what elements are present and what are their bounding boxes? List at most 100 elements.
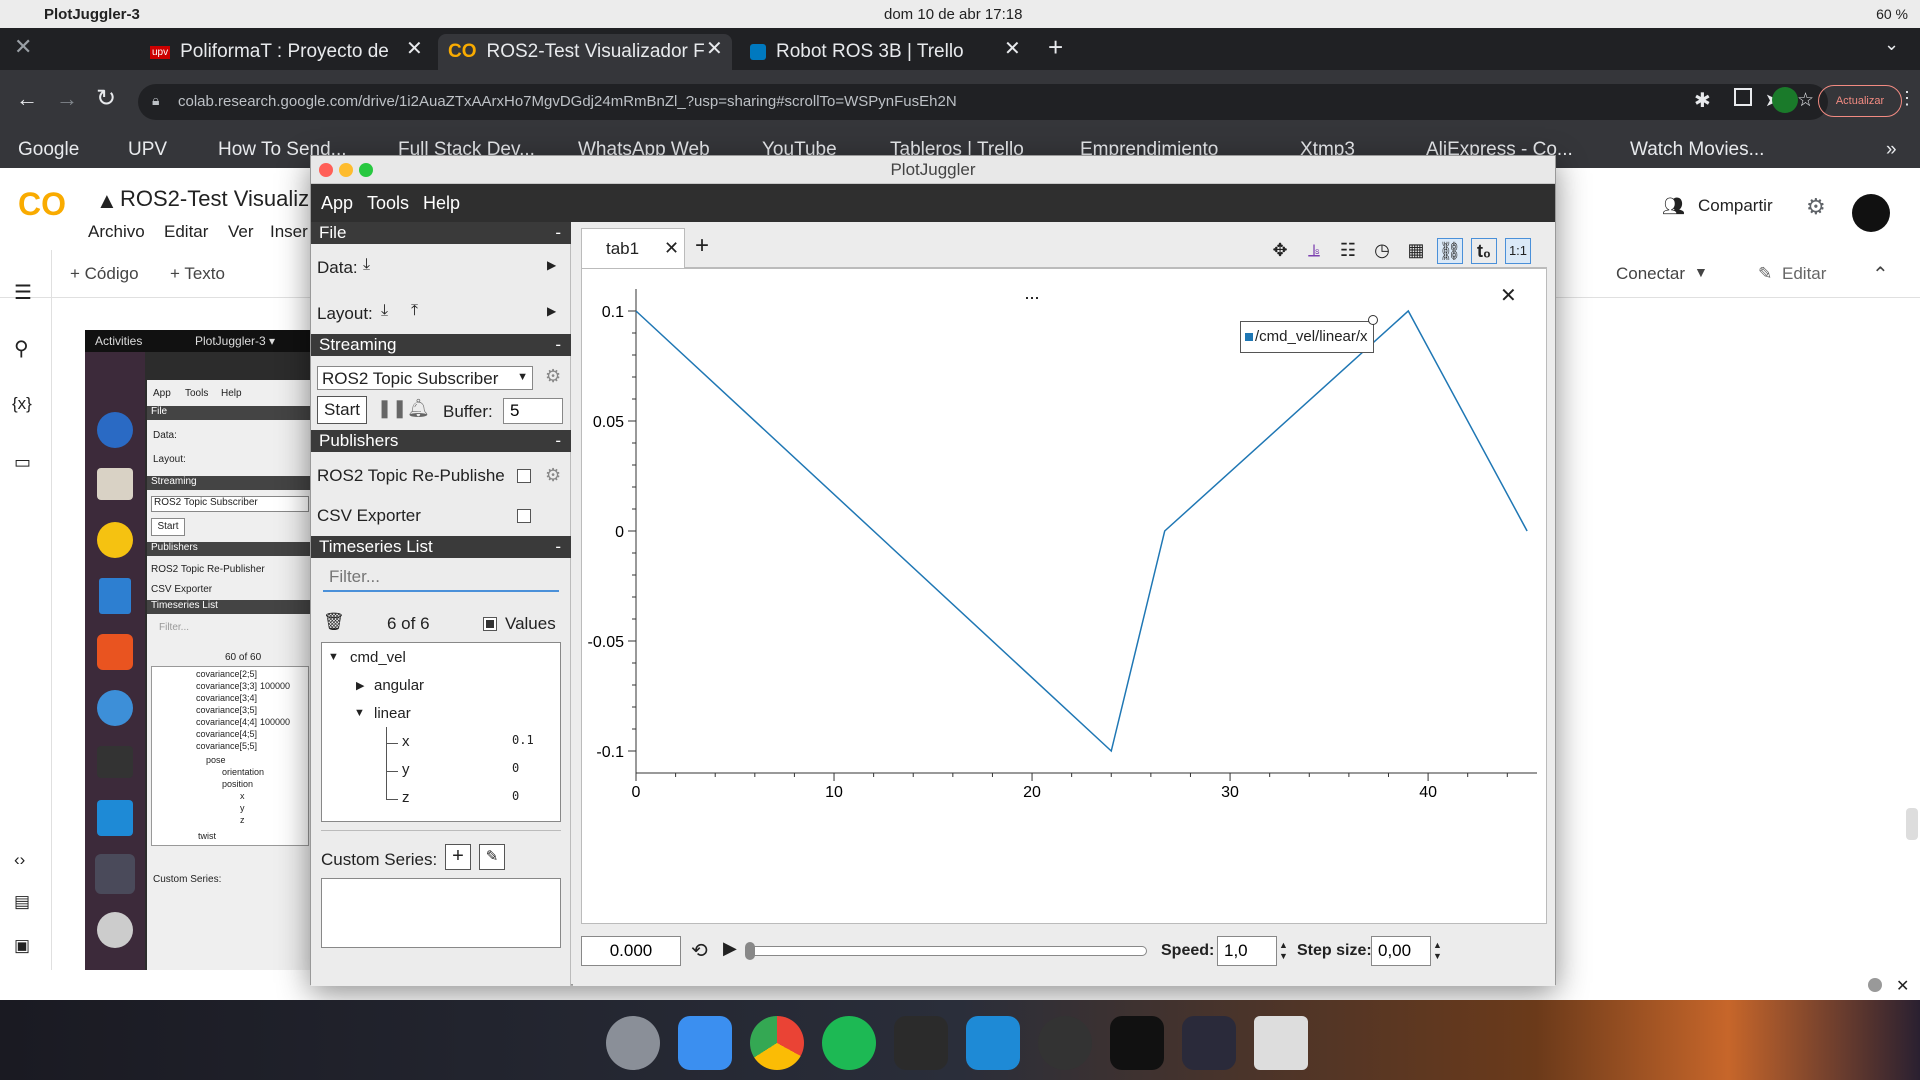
chevron-down-icon[interactable]: ▼ [354, 707, 365, 719]
address-bar[interactable]: 🔒︎ colab.research.google.com/drive/1i2Au… [138, 84, 1828, 120]
list-icon[interactable]: ☷ [1339, 240, 1357, 260]
command-palette-icon[interactable]: ▤ [14, 892, 31, 911]
add-code-button[interactable]: + Código [70, 264, 139, 283]
republisher-checkbox[interactable] [517, 469, 531, 483]
data-menu-arrow-icon[interactable]: ▶ [547, 258, 557, 272]
terminal-icon[interactable]: ▣ [14, 936, 31, 955]
close-window-icon[interactable]: ✕ [14, 34, 33, 59]
forward-icon[interactable]: → [56, 86, 78, 111]
tab-poliformat[interactable]: upv PoliformaT : Proyecto de [140, 34, 430, 70]
csv-exporter-checkbox[interactable] [517, 509, 531, 523]
bookmark-full-stack[interactable]: Full Stack Dev... [398, 139, 535, 160]
colab-logo-icon[interactable]: CO [18, 186, 66, 222]
ratio-1-1-icon[interactable]: 1:1 [1505, 238, 1531, 264]
update-button[interactable]: Actualizar [1818, 85, 1902, 117]
bookmark-whatsapp[interactable]: WhatsApp Web [578, 139, 710, 160]
tree-node-cmd-vel[interactable]: cmd_vel [350, 649, 406, 666]
menubar-clock[interactable]: dom 10 de abr 17:18 [884, 5, 1023, 23]
edit-custom-series-pencil-icon[interactable]: ✎ [479, 844, 505, 870]
speed-stepper-icon[interactable]: ▲ ▼ [1279, 940, 1288, 961]
time-offset-icon[interactable]: t₀ [1471, 238, 1497, 264]
bookmark-aliexpress[interactable]: AliExpress - Co... [1426, 139, 1573, 160]
chrome-menu-icon[interactable]: ⋮ [1898, 88, 1916, 108]
connect-dropdown-icon[interactable]: ▼ [1694, 264, 1708, 280]
link-axes-icon[interactable]: ⛓ [1437, 238, 1463, 264]
tree-node-angular[interactable]: angular [374, 677, 425, 694]
republisher-settings-gear-icon[interactable]: ⚙ [545, 465, 562, 485]
plot-area[interactable]: ... 0 10 20 30 40 0.1 0.05 0 -0.05 -0.1 ✕ /cmd_ve… [581, 268, 1547, 924]
tab-close-icon[interactable]: ✕ [1004, 38, 1021, 60]
launchpad-icon[interactable] [606, 1016, 660, 1070]
time-input[interactable] [581, 936, 681, 966]
colab-menu-archivo[interactable]: Archivo [88, 222, 145, 241]
close-notification-icon[interactable]: ✕ [1896, 978, 1910, 995]
grid-icon[interactable]: ▦ [1407, 240, 1425, 260]
pj-menu-help[interactable]: Help [423, 193, 461, 213]
colab-menu-insertar[interactable]: Inser [270, 222, 308, 241]
add-custom-series-button[interactable]: + [445, 844, 471, 870]
tab-close-icon[interactable]: ✕ [664, 238, 680, 258]
tree-leaf-x[interactable]: x [402, 733, 410, 750]
tab-trello[interactable]: Robot ROS 3B | Trello [740, 34, 1030, 70]
pj-menu-tools[interactable]: Tools [367, 193, 410, 213]
bookmark-emprendimiento[interactable]: Emprendimiento [1080, 139, 1219, 160]
timeseries-section-header[interactable]: Timeseries List - [311, 536, 571, 558]
tab-colab[interactable]: CO ROS2-Test Visualizador F [438, 34, 732, 70]
publishers-section-header[interactable]: Publishers - [311, 430, 571, 452]
toc-icon[interactable]: ☰ [14, 282, 32, 304]
reload-icon[interactable]: ↻ [96, 85, 117, 112]
extensions-icon[interactable]: ✱ [1694, 90, 1711, 112]
tree-node-linear[interactable]: linear [374, 705, 411, 722]
tab-close-icon[interactable]: ✕ [706, 38, 723, 60]
bookmark-google[interactable]: Google [18, 139, 80, 160]
profile-avatar[interactable] [1772, 87, 1798, 113]
notebook-title[interactable]: ROS2-Test Visualiz [120, 186, 310, 211]
spotify-icon[interactable] [822, 1016, 876, 1070]
close-window-button[interactable] [319, 163, 333, 177]
line-chart[interactable]: ... 0 10 20 30 40 0.1 0.05 0 -0.05 -0.1 [582, 269, 1546, 923]
close-plot-icon[interactable]: ✕ [1500, 285, 1517, 307]
buffer-spinbox[interactable] [503, 398, 563, 424]
back-icon[interactable]: ← [16, 86, 38, 111]
pj-menu-app[interactable]: App [321, 193, 354, 213]
edit-button[interactable]: Editar [1782, 264, 1827, 283]
bookmarks-overflow-icon[interactable]: » [1886, 139, 1897, 160]
chevron-right-icon[interactable]: ▶ [356, 680, 365, 692]
bookmark-star-icon[interactable]: ☆ [1796, 90, 1814, 111]
plot-legend[interactable]: /cmd_vel/linear/x [1240, 321, 1374, 353]
sidepanel-icon[interactable] [1734, 88, 1752, 106]
bookmark-trello[interactable]: Tableros | Trello [890, 139, 1024, 160]
code-snippets-icon[interactable]: ‹› [14, 850, 26, 869]
battery-status[interactable]: 60 % [1876, 6, 1908, 22]
pause-icon[interactable]: ❚❚ [377, 398, 408, 418]
bookmark-how-to-send[interactable]: How To Send... [218, 139, 347, 160]
time-settings-icon[interactable]: ◷ [1374, 240, 1390, 260]
time-slider-handle[interactable] [745, 942, 755, 960]
streaming-section-header[interactable]: Streaming - [311, 334, 571, 356]
play-icon[interactable]: ▶ [723, 938, 737, 958]
plotjuggler-app-icon[interactable] [1182, 1016, 1236, 1070]
step-size-spinbox[interactable] [1371, 936, 1431, 966]
values-checkbox[interactable] [483, 617, 497, 631]
colab-menu-ver[interactable]: Ver [228, 222, 254, 241]
loop-icon[interactable]: ⟲ [691, 940, 708, 962]
speed-spinbox[interactable] [1217, 936, 1277, 966]
custom-series-list[interactable] [321, 878, 561, 948]
delete-trash-icon[interactable]: 🗑︎ [323, 612, 345, 631]
tab-tab1[interactable]: tab1 ✕ [581, 228, 685, 268]
files-icon[interactable]: ▭ [14, 452, 32, 472]
chevron-down-icon[interactable]: ▼ [328, 651, 339, 663]
chrome-icon[interactable] [750, 1016, 804, 1070]
timeseries-tree[interactable]: ▼ cmd_vel ▶ angular ▼ linear x 0.1 y 0 z… [321, 642, 561, 822]
streaming-settings-gear-icon[interactable]: ⚙ [545, 366, 562, 386]
scrollbar-thumb[interactable] [1906, 808, 1918, 840]
bookmark-watch-movies[interactable]: Watch Movies... [1630, 139, 1765, 160]
time-slider[interactable] [747, 946, 1147, 956]
legend-plot-icon[interactable]: ⫡ [1307, 240, 1320, 260]
share-button[interactable]: Compartir [1698, 196, 1773, 215]
new-tab-icon[interactable]: + [1048, 32, 1064, 62]
add-text-button[interactable]: + Texto [170, 264, 225, 283]
bookmark-youtube[interactable]: YouTube [762, 139, 837, 160]
notes-app-icon[interactable] [894, 1016, 948, 1070]
notification-bell-icon[interactable]: 🔔︎ [407, 398, 430, 418]
